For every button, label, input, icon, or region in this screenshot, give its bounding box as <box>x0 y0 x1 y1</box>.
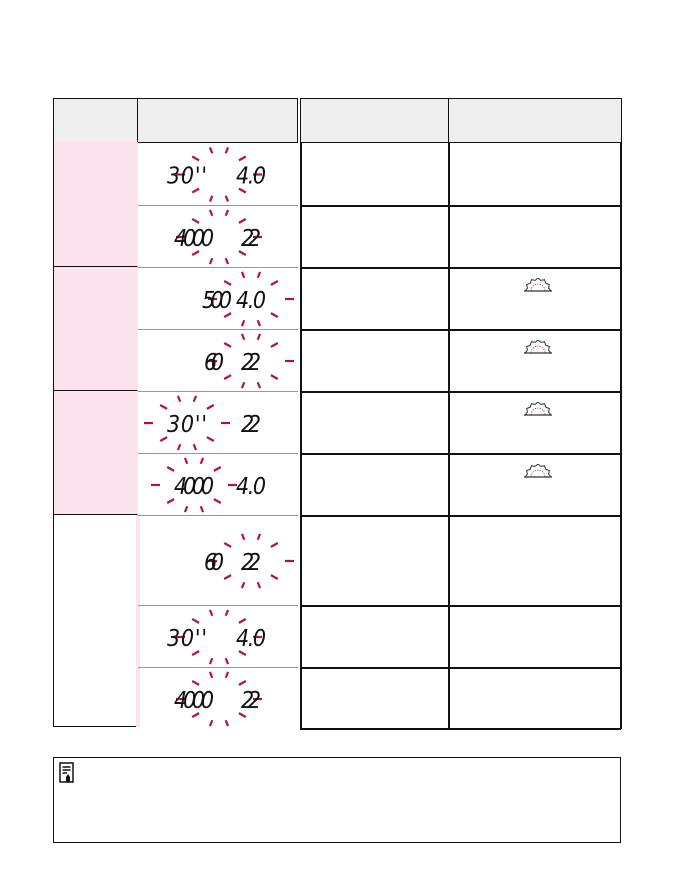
right-table-left-border <box>300 142 302 729</box>
header-cell-display <box>137 98 298 143</box>
lcd-display: 30'' 4.0 <box>167 609 266 665</box>
lcd-display: 4000 22 <box>174 671 262 727</box>
main-dial-icon <box>523 402 553 416</box>
shutter-speed-value: 30'' <box>167 412 207 438</box>
mode-group-cell <box>53 267 138 391</box>
header-cell-action <box>448 98 622 143</box>
mode-group-cell <box>53 142 138 267</box>
row-divider <box>300 391 621 393</box>
aperture-value: 22 <box>241 226 261 252</box>
shutter-speed-value: 4000 <box>174 688 214 714</box>
shutter-speed-value: 4000 <box>174 226 214 252</box>
mode-group-cell <box>53 391 138 515</box>
display-row-divider <box>138 515 298 516</box>
aperture-value: 22 <box>241 350 261 376</box>
row-divider <box>300 667 621 669</box>
lcd-display: 60 22 <box>204 533 294 589</box>
shutter-speed-value: 60 <box>204 550 224 576</box>
lcd-display: 60 22 <box>204 333 294 389</box>
main-dial-icon <box>523 278 553 292</box>
mode-group-cell <box>53 515 138 727</box>
display-row-divider <box>138 205 298 206</box>
row-divider <box>300 605 621 607</box>
display-row-divider <box>138 329 298 330</box>
header-cell-condition <box>300 98 450 143</box>
row-divider <box>300 453 621 455</box>
blink-rays-icon <box>208 533 294 589</box>
blink-rays-icon <box>144 395 230 451</box>
note-box <box>53 757 621 843</box>
shutter-speed-value: 30'' <box>167 626 207 652</box>
right-table-col-divider <box>448 142 450 729</box>
pink-edge <box>136 515 140 727</box>
row-divider <box>300 205 621 207</box>
header-cell-mode <box>53 98 139 143</box>
aperture-value: 22 <box>241 412 261 438</box>
display-row-divider <box>138 667 298 668</box>
main-dial-icon <box>523 340 553 354</box>
aperture-value: 4.0 <box>236 288 266 314</box>
memo-note-icon <box>59 762 74 783</box>
row-divider <box>300 267 621 269</box>
shutter-speed-value: 4000 <box>174 474 214 500</box>
display-row-divider <box>138 453 298 454</box>
blink-rays-icon <box>176 209 262 265</box>
row-divider <box>300 515 621 517</box>
right-table-right-border <box>620 142 622 729</box>
display-row-divider <box>138 391 298 392</box>
lcd-display: 500 4.0 <box>202 271 294 327</box>
aperture-value: 4.0 <box>236 164 266 190</box>
row-divider <box>300 329 621 331</box>
blink-rays-icon <box>208 271 294 327</box>
right-table-bottom <box>300 728 621 730</box>
aperture-value: 4.0 <box>236 474 266 500</box>
lcd-display: 4000 22 <box>174 209 262 265</box>
blink-rays-icon <box>151 457 237 513</box>
display-row-divider <box>138 267 298 268</box>
shutter-speed-value: 30'' <box>167 164 207 190</box>
blink-rays-icon <box>208 333 294 389</box>
lcd-display: 30'' 22 <box>144 395 261 451</box>
aperture-value: 22 <box>241 688 261 714</box>
lcd-display: 4000 4.0 <box>151 457 266 513</box>
display-row-divider <box>138 605 298 606</box>
shutter-speed-value: 60 <box>204 350 224 376</box>
blink-rays-icon <box>176 671 262 727</box>
main-dial-icon <box>523 464 553 478</box>
lcd-display: 30'' 4.0 <box>167 147 266 202</box>
aperture-value: 22 <box>241 550 261 576</box>
blink-rays-icon <box>176 609 262 665</box>
shutter-speed-value: 500 <box>202 288 232 314</box>
aperture-value: 4.0 <box>236 626 266 652</box>
blink-rays-icon <box>176 147 262 202</box>
